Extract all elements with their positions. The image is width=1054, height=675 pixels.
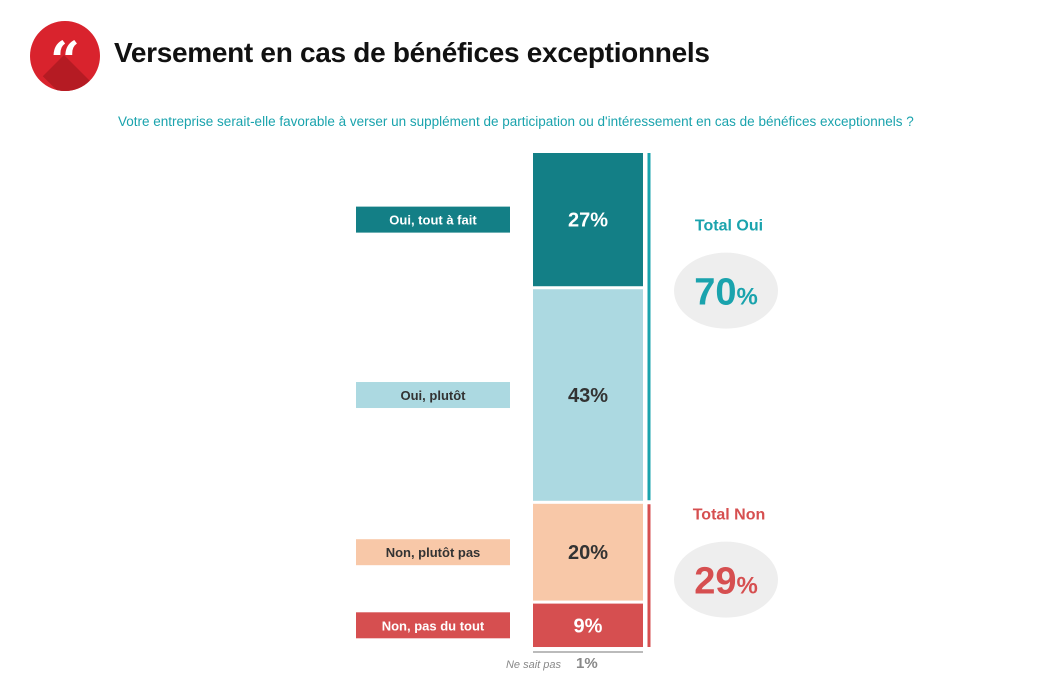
category-box-non-pas-du-tout bbox=[356, 612, 510, 639]
bar-oui-tout-a-fait bbox=[533, 153, 643, 287]
value-label-non-pas-du-tout: 9% bbox=[574, 615, 603, 637]
bar-non-pas-du-tout bbox=[533, 603, 643, 648]
total-value-total-non: 29% bbox=[694, 561, 758, 603]
bar-ne-sait-pas bbox=[533, 651, 643, 653]
category-label-non-plutot-pas: Non, plutôt pas bbox=[386, 545, 481, 560]
bar-oui-plutot bbox=[533, 289, 643, 501]
bar-non-plutot-pas bbox=[533, 503, 643, 601]
category-box-oui-plutot bbox=[356, 382, 510, 409]
total-label-total-non: Total Non bbox=[693, 507, 766, 524]
value-label-non-plutot-pas: 20% bbox=[568, 542, 608, 564]
quote-logo: “ bbox=[30, 21, 100, 91]
total-bubble-total-oui bbox=[674, 252, 778, 329]
category-label-ne-sait-pas: Ne sait pas bbox=[506, 659, 562, 671]
question-text: Votre entreprise serait-elle favorable à… bbox=[118, 114, 914, 129]
total-value-total-oui: 70% bbox=[694, 272, 758, 314]
page-title: Versement en cas de bénéfices exceptionn… bbox=[114, 37, 710, 68]
value-label-oui-plutot: 43% bbox=[568, 385, 608, 407]
total-bubble-total-non bbox=[674, 541, 778, 618]
category-box-oui-tout-a-fait bbox=[356, 206, 510, 233]
category-box-non-plutot-pas bbox=[356, 539, 510, 566]
category-label-non-pas-du-tout: Non, pas du tout bbox=[382, 618, 485, 633]
total-label-total-oui: Total Oui bbox=[695, 218, 763, 235]
value-label-oui-tout-a-fait: 27% bbox=[568, 210, 608, 232]
category-label-oui-plutot: Oui, plutôt bbox=[401, 388, 467, 403]
category-label-oui-tout-a-fait: Oui, tout à fait bbox=[389, 213, 477, 228]
value-label-ne-sait-pas: 1% bbox=[576, 655, 598, 672]
quote-icon: “ bbox=[50, 31, 80, 91]
